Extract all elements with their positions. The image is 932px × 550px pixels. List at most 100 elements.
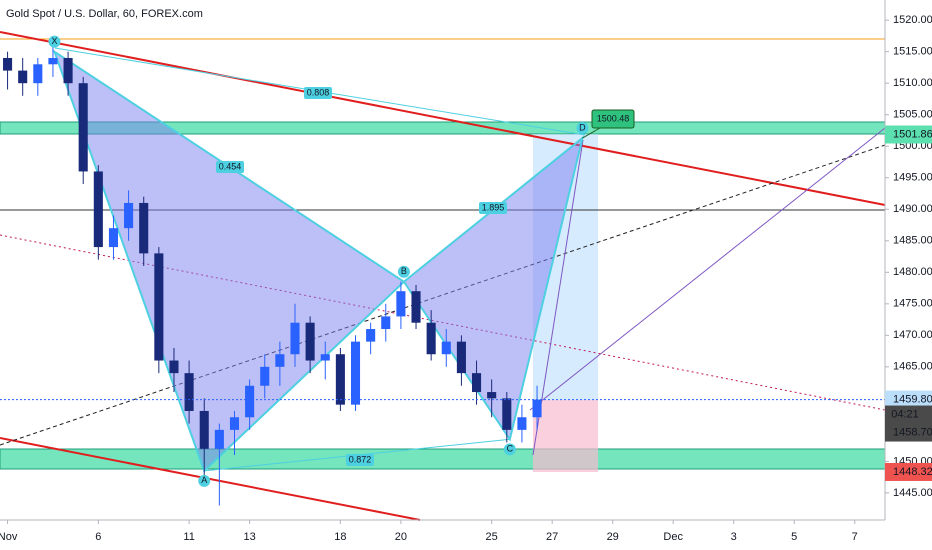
x-tick-label: 11 <box>183 531 194 543</box>
x-tick-label: Nov <box>0 531 18 543</box>
candle-body <box>456 341 466 374</box>
trendline <box>0 437 421 521</box>
candle-body <box>18 70 28 84</box>
candle-body <box>184 373 194 411</box>
candle-body <box>78 83 88 172</box>
labels: X A B C D 0.808 0.454 1.895 0.872 1500.48 <box>0 35 885 487</box>
ratio-label: 1.895 <box>482 202 505 212</box>
trendline <box>0 31 886 206</box>
y-tick-label: 1515.00 <box>893 46 932 58</box>
ratio-bg <box>346 454 374 466</box>
candle-body <box>260 366 270 386</box>
axes: 1445.001450.001455.001460.001465.001470.… <box>0 14 932 543</box>
pattern-label-bg <box>503 443 516 456</box>
countdown-bg <box>885 405 932 442</box>
candle-body <box>93 171 103 248</box>
candle-body <box>441 341 451 355</box>
candle-body <box>472 373 482 393</box>
candle-body <box>487 392 497 399</box>
candle-body <box>381 316 391 330</box>
candle-body <box>335 354 345 405</box>
price-label: 1458.70 <box>893 426 932 438</box>
y-tick-label: 1480.00 <box>893 266 932 278</box>
chart-title: Gold Spot / U.S. Dollar, 60, FOREX.com <box>6 8 203 20</box>
candle-body <box>139 202 149 254</box>
y-tick-label: 1495.00 <box>893 172 932 184</box>
candle-body <box>411 291 421 323</box>
candle-body <box>517 417 527 430</box>
y-tick-label: 1485.00 <box>893 235 932 247</box>
price-label-bg <box>885 462 932 481</box>
candle-body <box>63 57 73 84</box>
candle-body <box>502 398 512 430</box>
price-label: 1448.32 <box>893 466 932 478</box>
ratio-label: 0.872 <box>349 454 372 464</box>
candle-body <box>290 322 300 355</box>
candle-body <box>199 410 209 449</box>
price-axis <box>885 0 932 550</box>
x-tick-label: 25 <box>486 531 498 543</box>
candle-body <box>124 202 134 229</box>
candle-body <box>33 64 43 84</box>
pattern-label-bg <box>576 122 589 135</box>
price-label-bg <box>885 125 932 144</box>
candle-body <box>396 291 406 317</box>
y-tick-label: 1510.00 <box>893 77 932 89</box>
candle-body <box>275 354 285 367</box>
pattern-leg <box>54 51 405 283</box>
y-tick-label: 1520.00 <box>893 14 932 26</box>
candle-body <box>154 253 164 361</box>
y-tick-label: 1445.00 <box>893 487 932 499</box>
candle-body <box>108 228 118 248</box>
target-label-bg <box>591 109 635 129</box>
x-tick-label: 18 <box>334 531 346 543</box>
candle-body <box>229 417 240 430</box>
candle-body <box>245 385 255 418</box>
candle-body <box>350 341 361 405</box>
pattern-label: B <box>401 266 407 276</box>
price-label-bg <box>885 390 932 409</box>
projection-line <box>529 127 886 411</box>
trendline <box>0 144 886 446</box>
candle-body <box>169 360 179 374</box>
x-tick-label: 29 <box>607 531 619 543</box>
x-tick-label: 3 <box>731 531 737 543</box>
x-tick-label: 6 <box>95 531 101 543</box>
candle-body <box>305 322 315 361</box>
candle-body <box>3 57 13 71</box>
support-zone <box>0 448 886 470</box>
x-tick-label: 13 <box>243 531 255 543</box>
candle-body <box>532 399 542 418</box>
y-tick-label: 1505.00 <box>893 109 932 121</box>
countdown: 04:21 <box>891 408 919 420</box>
ratio-bg <box>216 161 244 173</box>
pattern-label-bg <box>198 474 211 487</box>
pattern-label: A <box>201 475 207 485</box>
stop-box <box>533 400 598 472</box>
pattern-label: X <box>51 36 57 46</box>
candle-body <box>214 429 224 449</box>
x-tick-label: 5 <box>791 531 797 543</box>
ratio-label: 0.808 <box>307 87 330 97</box>
price-label: 1459.80 <box>893 394 932 406</box>
x-tick-label: 27 <box>546 531 558 543</box>
pattern-label-bg <box>397 265 410 278</box>
target-label: 1500.48 <box>597 113 630 123</box>
ratio-bg <box>304 87 332 99</box>
price-label: 1501.86 <box>893 128 932 140</box>
pattern-label: C <box>507 444 514 454</box>
y-tick-label: 1490.00 <box>893 203 932 215</box>
x-tick-label: 7 <box>852 531 858 543</box>
x-tick-label: Dec <box>663 531 683 543</box>
pattern-label: D <box>579 122 586 132</box>
ratio-label: 0.454 <box>219 161 242 171</box>
x-tick-label: 20 <box>395 531 407 543</box>
ratio-bg <box>479 202 507 214</box>
pattern-label-bg <box>48 35 61 48</box>
y-tick-label: 1475.00 <box>893 298 932 310</box>
candle-body <box>48 57 58 65</box>
y-tick-label: 1465.00 <box>893 361 932 373</box>
candle-body <box>320 354 330 361</box>
candle-body <box>366 329 376 342</box>
